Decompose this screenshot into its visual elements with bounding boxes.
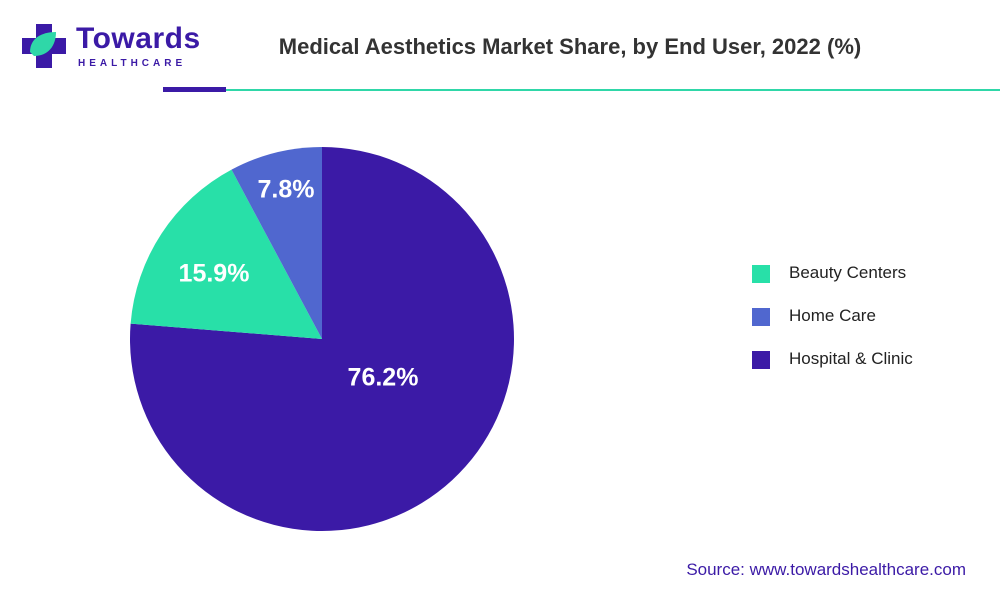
medical-cross-icon bbox=[22, 24, 66, 68]
legend-swatch bbox=[752, 265, 770, 283]
pie-label-home-care: 7.8% bbox=[258, 176, 315, 204]
chart-title: Medical Aesthetics Market Share, by End … bbox=[278, 34, 862, 59]
legend-label: Hospital & Clinic bbox=[789, 349, 913, 368]
legend-label: Beauty Centers bbox=[789, 263, 907, 282]
pie-slice-hospital-clinic bbox=[129, 147, 514, 532]
chart-legend: Beauty Centers Home Care Hospital & Clinic bbox=[752, 262, 982, 391]
pie-slice-home-care bbox=[231, 147, 322, 339]
source-note: Source: www.towardshealthcare.com bbox=[686, 560, 966, 579]
legend-item: Home Care bbox=[752, 305, 982, 348]
brand-name: Towards bbox=[76, 22, 201, 55]
header-rule bbox=[226, 89, 1000, 91]
legend-swatch bbox=[752, 308, 770, 326]
brand-subtitle: HEALTHCARE bbox=[78, 58, 187, 69]
header-rule-accent bbox=[163, 87, 226, 92]
pie-slice-beauty-centers bbox=[130, 169, 322, 339]
brand-logo: Towards HEALTHCARE bbox=[20, 22, 200, 72]
pie-label-beauty-centers: 15.9% bbox=[179, 260, 250, 288]
legend-label: Home Care bbox=[789, 306, 876, 325]
legend-item: Hospital & Clinic bbox=[752, 348, 982, 391]
legend-swatch bbox=[752, 351, 770, 369]
pie-label-hospital-clinic: 76.2% bbox=[348, 364, 419, 392]
legend-item: Beauty Centers bbox=[752, 262, 982, 305]
